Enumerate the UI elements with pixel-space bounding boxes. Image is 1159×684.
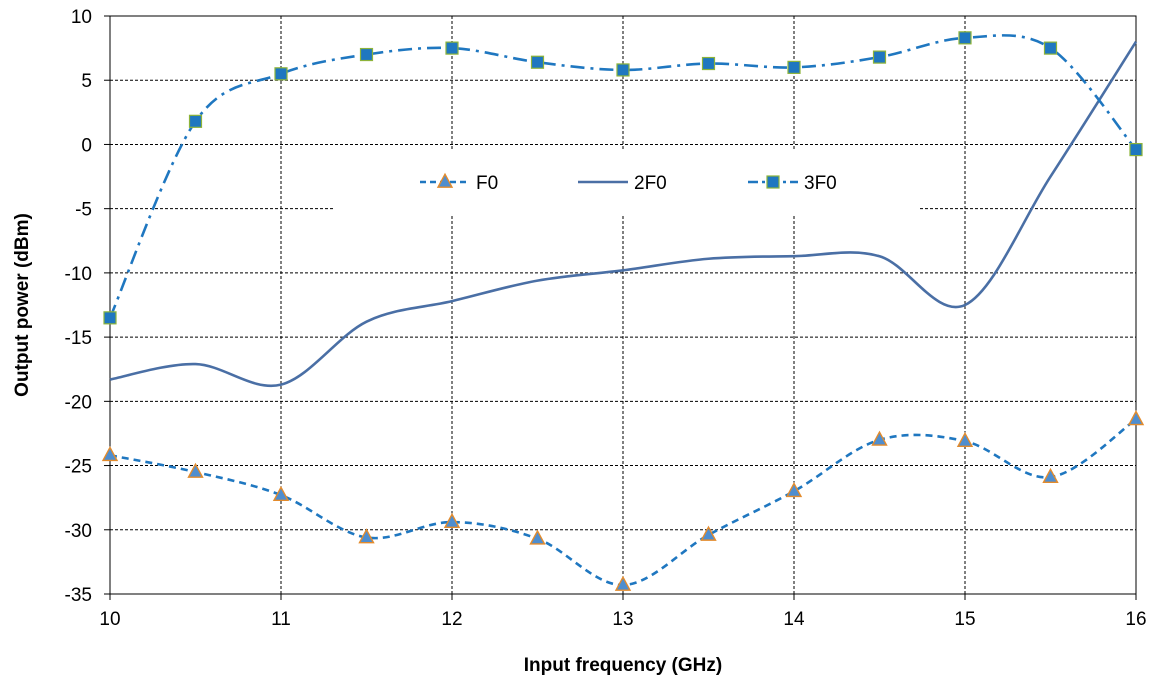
data-point-f0-6 xyxy=(614,575,632,591)
data-point-f0-2 xyxy=(272,485,290,501)
data-point-3f0-10 xyxy=(958,31,972,45)
legend-swatch-marker-f0 xyxy=(436,172,454,188)
series-lines xyxy=(101,31,1145,591)
legend-label-3f0: 3F0 xyxy=(804,173,837,194)
data-point-3f0-4 xyxy=(445,41,459,55)
legend-entry-2f0: 2F0 xyxy=(578,173,667,194)
x-axis-title: Input frequency (GHz) xyxy=(524,655,722,676)
data-point-3f0-1 xyxy=(188,114,203,128)
data-point-3f0-5 xyxy=(530,55,545,69)
data-point-3f0-2 xyxy=(274,67,288,81)
y-tick-label-6: -5 xyxy=(75,200,92,221)
legend: F0 2F0 3F0 xyxy=(335,150,920,214)
data-point-f0-12 xyxy=(1127,410,1145,426)
legend-swatch-marker-3f0 xyxy=(766,175,780,189)
data-point-3f0-3 xyxy=(359,47,374,62)
y-tick-label-2: -25 xyxy=(65,457,92,478)
series-line-2f0 xyxy=(109,40,1138,388)
x-tick-label-2: 12 xyxy=(441,609,462,630)
y-tick-label-7: 0 xyxy=(81,135,92,156)
tick-labels: 10 11 12 13 14 15 16 -35 -30 -25 -20 -15 -10 -5 0 5 10 xyxy=(65,7,1147,630)
data-point-f0-7 xyxy=(700,525,717,541)
data-point-f0-9 xyxy=(871,430,888,446)
data-point-3f0-7 xyxy=(701,56,716,71)
y-tick-label-0: -35 xyxy=(65,585,92,606)
x-tick-label-1: 11 xyxy=(271,609,291,630)
y-tick-label-3: -20 xyxy=(65,392,92,413)
data-point-3f0-6 xyxy=(616,63,630,77)
data-point-3f0-12 xyxy=(1129,142,1143,157)
y-tick-label-9: 10 xyxy=(71,7,92,28)
series-f0 xyxy=(101,410,1145,591)
data-point-f0-4 xyxy=(443,512,461,528)
series-3f0 xyxy=(103,31,1143,325)
data-point-3f0-9 xyxy=(872,50,887,64)
data-point-3f0-0 xyxy=(103,311,117,325)
x-tick-label-0: 10 xyxy=(99,609,120,630)
data-point-3f0-8 xyxy=(787,60,801,74)
legend-entry-3f0: 3F0 xyxy=(748,173,837,194)
data-point-f0-5 xyxy=(529,529,546,545)
data-point-3f0-11 xyxy=(1043,41,1058,55)
x-tick-label-5: 15 xyxy=(954,609,975,630)
data-point-f0-0 xyxy=(101,446,119,462)
data-point-f0-11 xyxy=(1042,467,1059,484)
y-tick-label-8: 5 xyxy=(81,71,92,92)
x-tick-label-6: 16 xyxy=(1125,609,1146,630)
x-tick-label-3: 13 xyxy=(612,609,633,630)
legend-label-f0: F0 xyxy=(476,173,498,194)
y-axis-title: Output power (dBm) xyxy=(12,213,33,397)
legend-label-2f0: 2F0 xyxy=(634,173,667,194)
y-tick-label-4: -15 xyxy=(65,328,92,349)
data-point-f0-1 xyxy=(187,462,204,478)
x-tick-label-4: 14 xyxy=(783,609,805,630)
legend-entry-f0: F0 xyxy=(420,172,498,194)
axes xyxy=(104,15,1137,600)
y-tick-label-5: -10 xyxy=(65,264,92,285)
data-point-f0-10 xyxy=(956,431,974,448)
data-point-f0-3 xyxy=(358,528,375,544)
series-2f0 xyxy=(109,40,1138,388)
data-point-f0-8 xyxy=(785,481,803,498)
y-tick-label-1: -30 xyxy=(65,521,92,542)
